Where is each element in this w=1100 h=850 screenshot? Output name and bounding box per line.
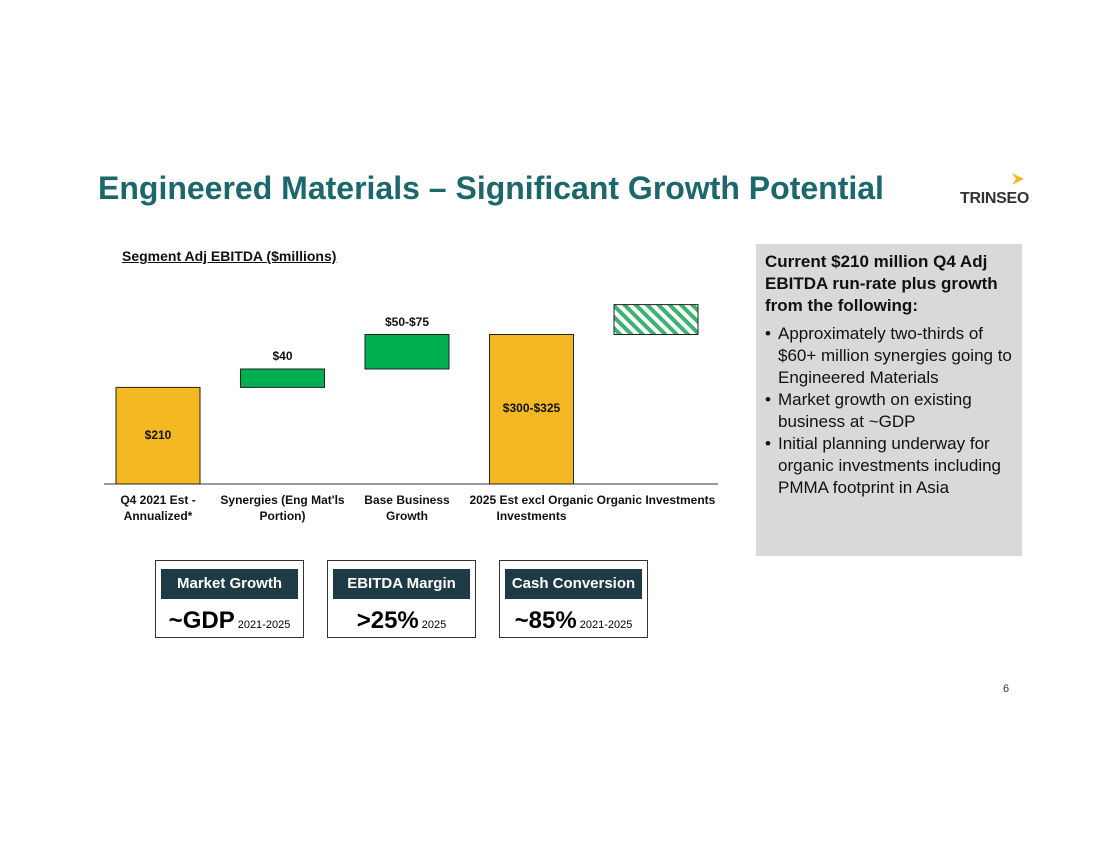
kpi-period: 2025 [421,619,447,631]
data-label: $210 [144,427,172,442]
kpi-value: >25% [356,607,419,634]
kpi-label: Market Growth [161,569,298,599]
kpi-box: Market Growth ~GDP 2021-2025 [155,560,304,638]
x-tick-label: 2025 Est excl Organic Investments [469,493,594,523]
logo-mark [1012,173,1024,185]
bullet: Market growth on existing business at ~G… [765,389,1015,433]
bar [364,334,450,370]
bullet: Approximately two-thirds of $60+ million… [765,323,1015,389]
kpi-value-row: ~GDP 2021-2025 [156,607,303,635]
kpi-value: ~GDP [168,607,235,634]
kpi-box: Cash Conversion ~85% 2021-2025 [499,560,648,638]
x-tick-label: Base Business Growth [364,493,450,523]
x-tick-label: Synergies (Eng Mat'ls Portion) [220,493,345,523]
side-panel: Current $210 million Q4 Adj EBITDA run-r… [756,244,1022,556]
chart-title: Segment Adj EBITDA ($millions) [122,248,337,264]
chart [104,304,718,485]
bar [115,386,201,485]
panel-heading: Current $210 million Q4 Adj EBITDA run-r… [765,252,998,315]
kpi-value-row: ~85% 2021-2025 [500,607,647,635]
page-number: 6 [1003,683,1010,695]
bar [240,368,325,388]
bar [489,334,574,485]
kpi-period: 2021-2025 [579,619,633,631]
kpi-label: EBITDA Margin [333,569,470,599]
x-tick-label: Organic Investments [596,493,716,507]
slide-title: Engineered Materials – Significant Growt… [98,170,884,206]
bullet-list: Approximately two-thirds of $60+ million… [765,323,1015,499]
kpi-period: 2021-2025 [237,619,291,631]
bullet: Initial planning underway for organic in… [765,433,1015,499]
data-label: $300-$325 [502,401,561,416]
kpi-box: EBITDA Margin >25% 2025 [327,560,476,638]
kpi-value: ~85% [514,607,577,634]
logo: TRINSEO [960,190,1030,207]
data-label: $50-$75 [384,314,430,329]
bar [613,304,699,336]
kpi-value-row: >25% 2025 [328,607,475,635]
kpi-label: Cash Conversion [505,569,642,599]
data-label: $40 [272,349,293,363]
x-tick-label: Q4 2021 Est - Annualized* [120,493,196,523]
